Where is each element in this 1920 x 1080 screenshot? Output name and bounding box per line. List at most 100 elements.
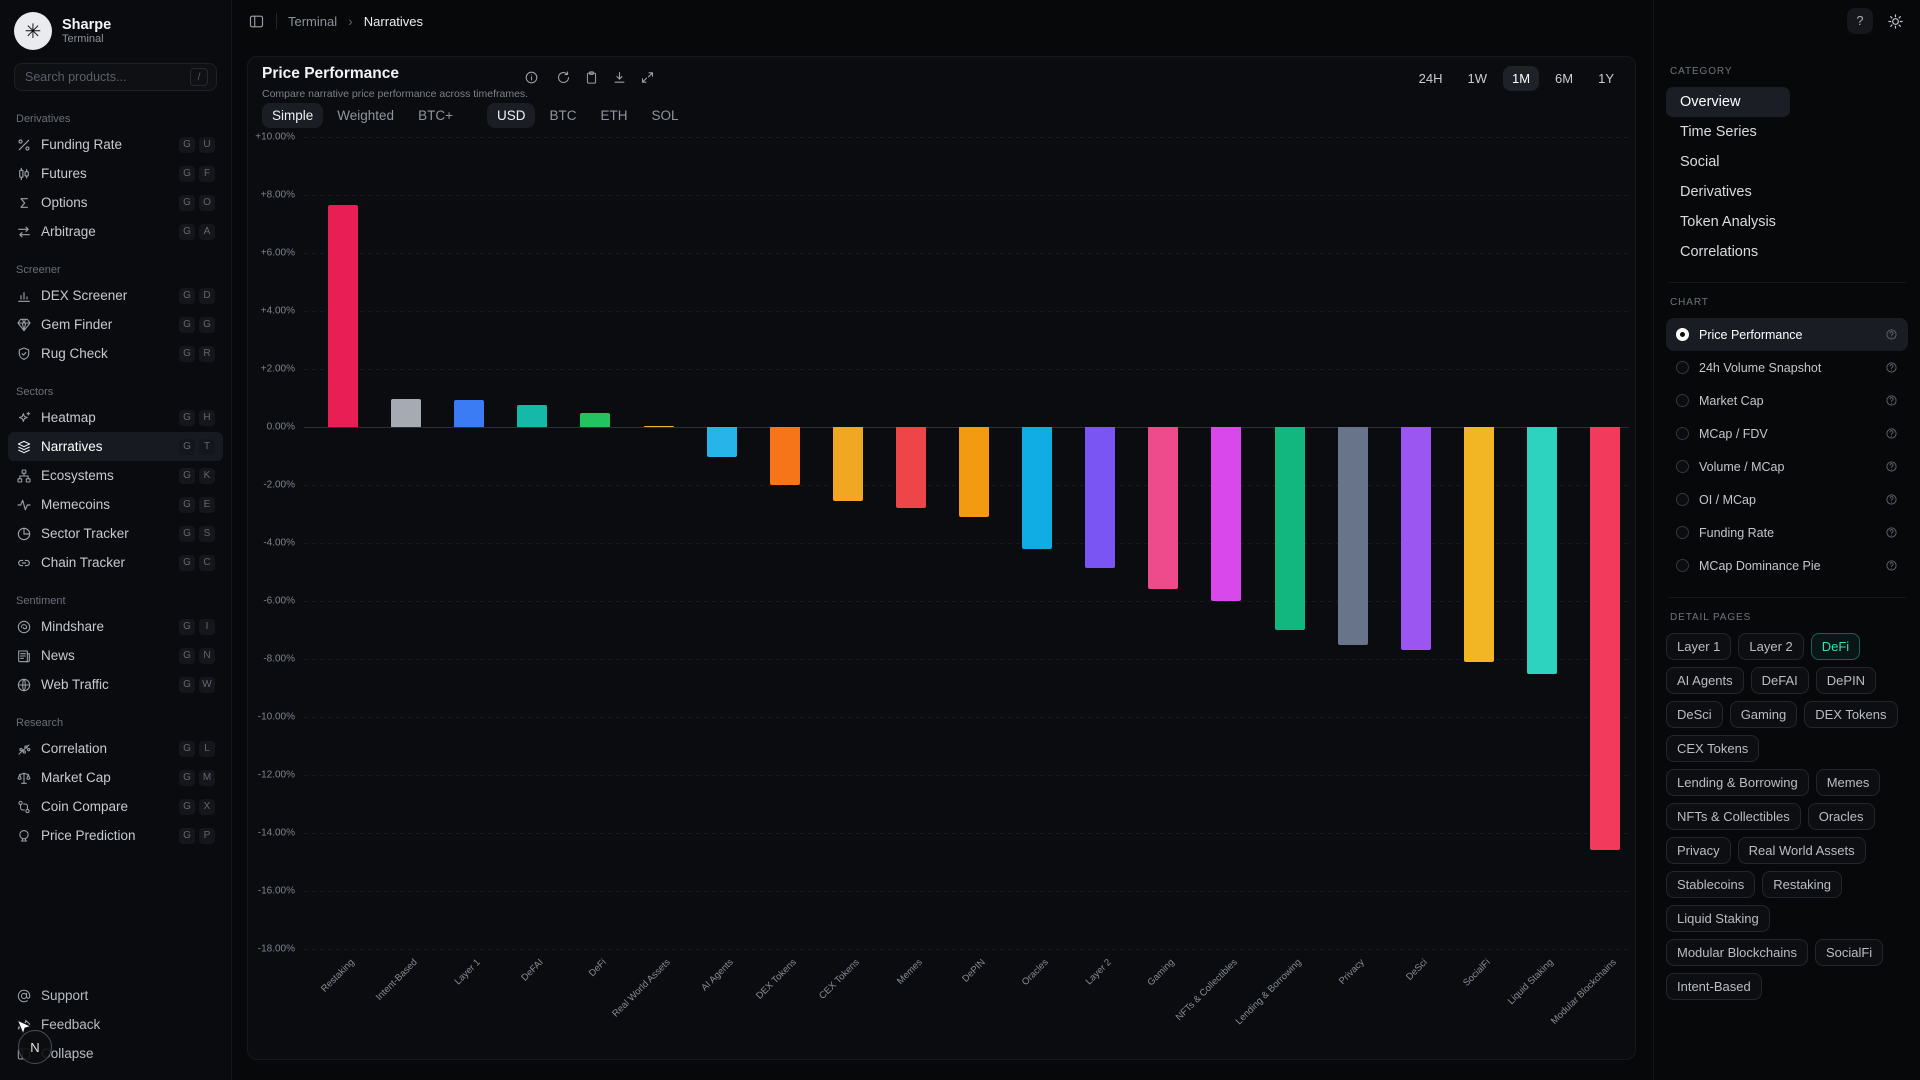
bar-liquid-staking[interactable] [1526,427,1557,674]
detail-page-chip-intent-based[interactable]: Intent-Based [1666,973,1762,1000]
bar-cex-tokens[interactable] [832,427,863,501]
sidebar-item-ecosystems[interactable]: Ecosystems G K [8,461,223,490]
sidebar-item-news[interactable]: News G N [8,641,223,670]
bar-socialfi[interactable] [1463,427,1494,662]
sidebar-item-web-traffic[interactable]: Web Traffic G W [8,670,223,699]
bar-defai[interactable] [517,405,548,427]
timeframe-6m[interactable]: 6M [1555,71,1574,86]
bar-layer-2[interactable] [1085,427,1116,568]
sidebar-item-arbitrage[interactable]: Arbitrage G A [8,217,223,246]
bar-depin[interactable] [959,427,989,517]
category-item-correlations[interactable]: Correlations [1680,244,1759,260]
detail-page-chip-stablecoins[interactable]: Stablecoins [1666,871,1756,898]
bar-oracles[interactable] [1022,427,1053,549]
timeframe-1y[interactable]: 1Y [1598,71,1614,86]
bar-lending-borrowing[interactable] [1274,427,1305,630]
category-item-time-series[interactable]: Time Series [1680,124,1757,140]
bar-intent-based[interactable] [391,399,422,427]
bar-layer-1[interactable] [454,400,485,427]
denom-tab-eth[interactable]: ETH [600,108,628,123]
detail-page-chip-liquid-staking[interactable]: Liquid Staking [1666,905,1770,932]
help-button[interactable]: ? [1847,8,1873,34]
sidebar-item-rug-check[interactable]: Rug Check G R [8,339,223,368]
footer-item-feedback[interactable]: Feedback [8,1010,223,1039]
timeframe-1m[interactable]: 1M [1502,66,1540,91]
detail-page-chip-dex-tokens[interactable]: DEX Tokens [1804,701,1898,728]
bar-modular-blockchains[interactable] [1590,427,1620,851]
category-item-token-analysis[interactable]: Token Analysis [1680,214,1776,230]
sidebar-item-heatmap[interactable]: Heatmap G H [8,403,223,432]
x-axis-label: NFTs & Collectibles [1174,957,1241,1024]
search-input[interactable] [23,69,157,85]
chart-option-funding-rate[interactable]: Funding Rate [1666,516,1908,549]
chart-option-volume-mcap[interactable]: Volume / MCap [1666,450,1908,483]
breadcrumb-terminal[interactable]: Terminal [288,13,338,29]
sidebar-toggle-icon[interactable] [248,13,265,30]
chart-option-oi-mcap[interactable]: OI / MCap [1666,483,1908,516]
sidebar-item-sector-tracker[interactable]: Sector Tracker G S [8,519,223,548]
category-item-social[interactable]: Social [1680,154,1720,170]
detail-page-chip-real-world-assets[interactable]: Real World Assets [1737,837,1866,864]
tab-weighted[interactable]: Weighted [337,108,395,123]
timeframe-1w[interactable]: 1W [1467,71,1487,86]
sidebar-item-label: Coin Compare [41,799,129,814]
tab-btc[interactable]: BTC+ [418,108,453,123]
sidebar-item-price-prediction[interactable]: Price Prediction G P [8,821,223,850]
detail-page-chip-nfts-collectibles[interactable]: NFTs & Collectibles [1666,803,1801,830]
detail-page-chip-lending-borrowing[interactable]: Lending & Borrowing [1666,769,1809,796]
chart-option-mcap-fdv[interactable]: MCap / FDV [1666,417,1908,450]
sidebar-item-funding-rate[interactable]: Funding Rate G U [8,130,223,159]
footer-item-collapse[interactable]: Collapse [8,1039,223,1068]
chart-option-24h-volume-snapshot[interactable]: 24h Volume Snapshot [1666,351,1908,384]
detail-page-chip-layer-1[interactable]: Layer 1 [1666,633,1732,660]
bar-real-world-assets[interactable] [643,425,674,427]
detail-page-chip-modular-blockchains[interactable]: Modular Blockchains [1666,939,1808,966]
category-item-overview[interactable]: Overview [1666,87,1790,117]
bar-dex-tokens[interactable] [769,427,800,485]
tab-simple[interactable]: Simple [262,103,324,128]
sidebar-item-correlation[interactable]: Correlation G L [8,734,223,763]
detail-page-chip-ai-agents[interactable]: AI Agents [1666,667,1744,694]
sidebar-item-dex-screener[interactable]: DEX Screener G D [8,281,223,310]
bar-ai-agents[interactable] [706,427,737,458]
detail-page-chip-privacy[interactable]: Privacy [1666,837,1731,864]
sidebar-item-memecoins[interactable]: Memecoins G E [8,490,223,519]
bar-desci[interactable] [1400,427,1431,651]
detail-page-chip-layer-2[interactable]: Layer 2 [1738,633,1804,660]
sidebar-item-coin-compare[interactable]: Coin Compare G X [8,792,223,821]
bar-privacy[interactable] [1337,427,1368,645]
footer-item-support[interactable]: Support [8,981,223,1010]
detail-page-chip-desci[interactable]: DeSci [1666,701,1723,728]
timeframe-24h[interactable]: 24H [1418,71,1443,86]
detail-page-chip-defai[interactable]: DeFAI [1750,667,1809,694]
detail-page-chip-restaking[interactable]: Restaking [1762,871,1843,898]
detail-page-chip-gaming[interactable]: Gaming [1729,701,1798,728]
bar-restaking[interactable] [328,205,358,427]
sidebar-item-gem-finder[interactable]: Gem Finder G G [8,310,223,339]
bar-nfts-collectibles[interactable] [1211,427,1242,601]
detail-page-chip-memes[interactable]: Memes [1815,769,1881,796]
denom-tab-sol[interactable]: SOL [651,108,679,123]
bar-gaming[interactable] [1148,427,1179,590]
detail-page-chip-defi[interactable]: DeFi [1810,633,1861,660]
chart-option-price-performance[interactable]: Price Performance [1666,318,1908,351]
detail-page-chip-oracles[interactable]: Oracles [1807,803,1875,830]
sidebar-item-narratives[interactable]: Narratives G T [8,432,223,461]
y-axis-tick: -12.00% [257,769,295,781]
sidebar-item-chain-tracker[interactable]: Chain Tracker G C [8,548,223,577]
chart-option-market-cap[interactable]: Market Cap [1666,384,1908,417]
sidebar-item-options[interactable]: Options G O [8,188,223,217]
sidebar-item-futures[interactable]: Futures G F [8,159,223,188]
denom-tab-btc[interactable]: BTC [549,108,577,123]
denom-tab-usd[interactable]: USD [486,103,536,128]
detail-page-chip-socialfi[interactable]: SocialFi [1814,939,1884,966]
detail-page-chip-depin[interactable]: DePIN [1815,667,1877,694]
category-item-derivatives[interactable]: Derivatives [1680,184,1752,200]
sidebar-item-mindshare[interactable]: Mindshare G I [8,612,223,641]
bar-memes[interactable] [895,427,926,509]
detail-page-chip-cex-tokens[interactable]: CEX Tokens [1666,735,1760,762]
search-box[interactable]: / [14,63,217,91]
chart-option-mcap-dominance-pie[interactable]: MCap Dominance Pie [1666,549,1908,582]
bar-defi[interactable] [580,412,611,427]
sidebar-item-market-cap[interactable]: Market Cap G M [8,763,223,792]
